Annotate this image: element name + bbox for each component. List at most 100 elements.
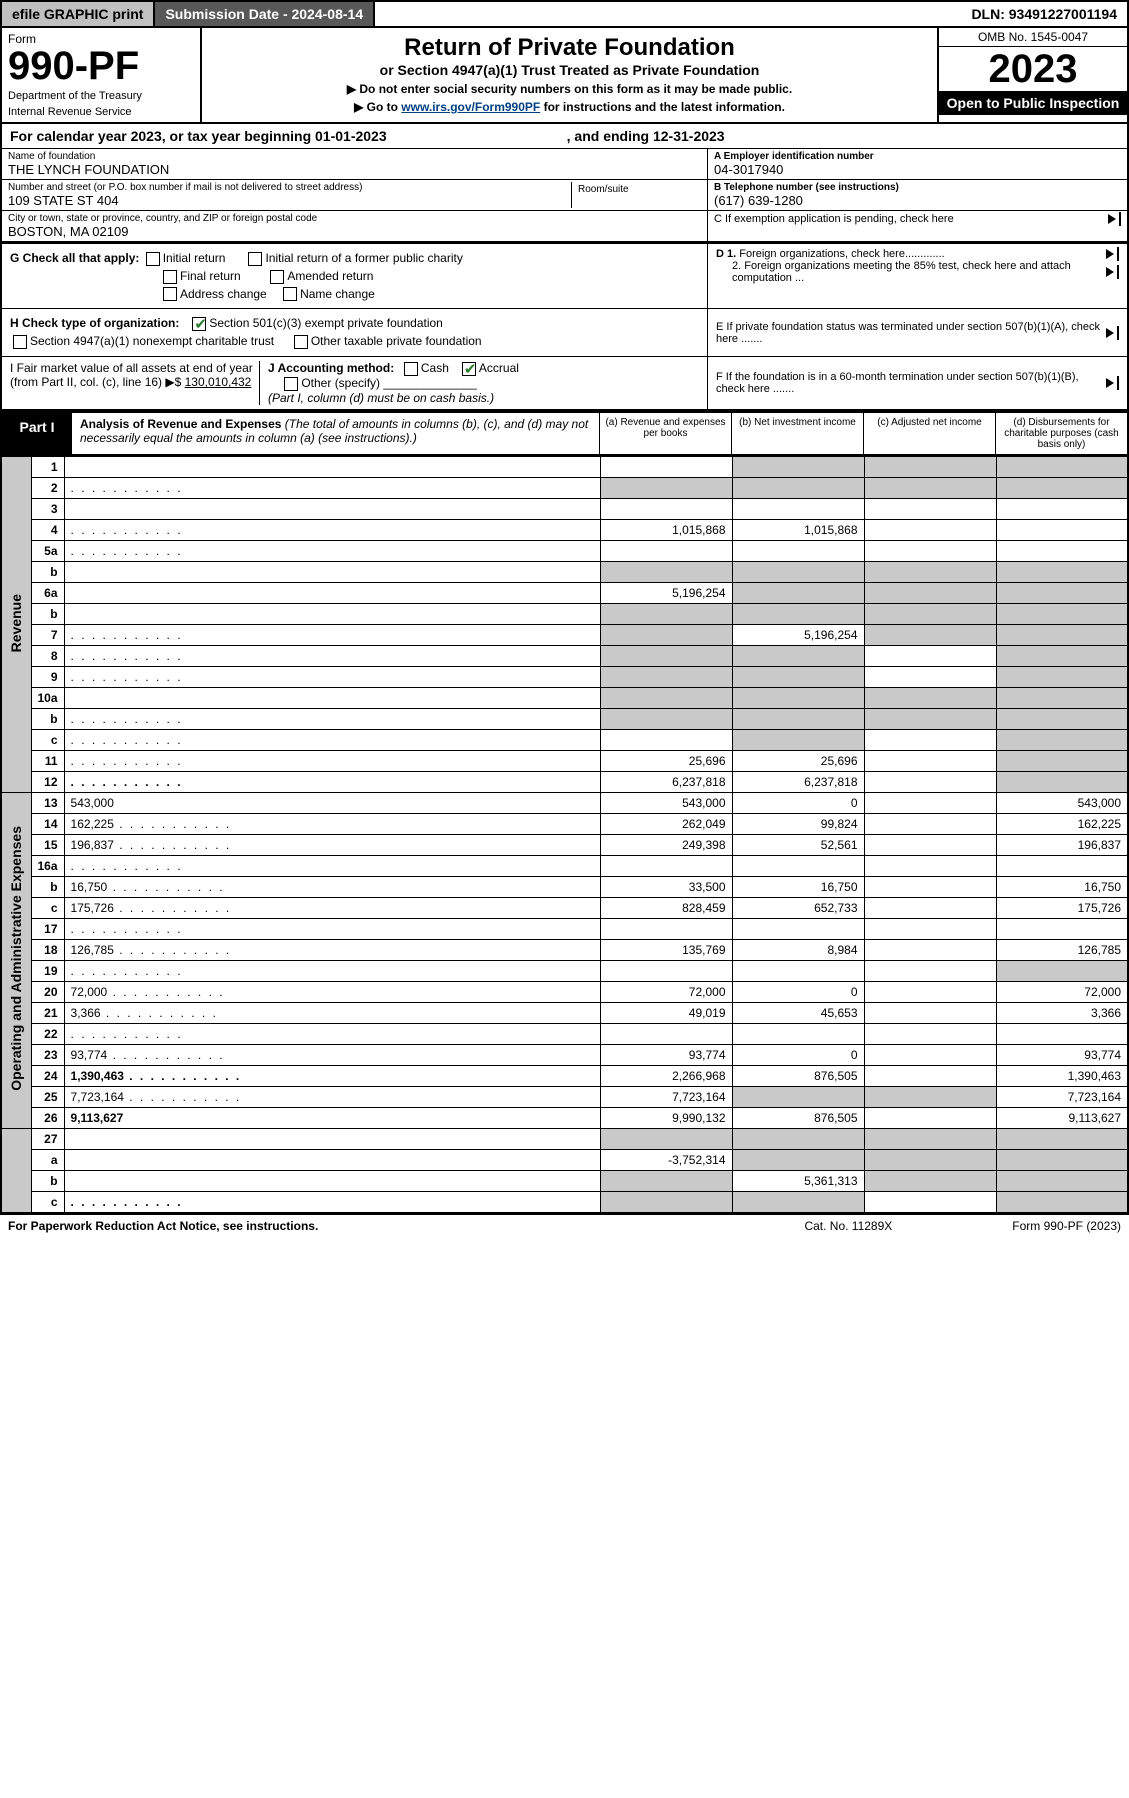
table-row: 5a — [1, 540, 1128, 561]
line-number: 10a — [31, 687, 64, 708]
c-checkbox[interactable] — [1119, 212, 1121, 226]
cell — [996, 519, 1128, 540]
j-label: J Accounting method: — [268, 361, 394, 375]
dln-label: DLN: 93491227001194 — [961, 2, 1127, 26]
year-box: OMB No. 1545-0047 2023 Open to Public In… — [937, 28, 1127, 122]
line-number: 11 — [31, 750, 64, 771]
section-label: Revenue — [1, 456, 31, 792]
dept-irs: Internal Revenue Service — [8, 106, 194, 118]
d2-row: 2. Foreign organizations meeting the 85%… — [716, 260, 1119, 284]
street-address: 109 STATE ST 404 — [8, 193, 571, 208]
line-desc — [64, 1191, 600, 1213]
phone-value: (617) 639-1280 — [714, 193, 1121, 208]
line-number: 17 — [31, 918, 64, 939]
table-row: 3 — [1, 498, 1128, 519]
line-desc — [64, 750, 600, 771]
h-other-check[interactable] — [294, 335, 308, 349]
table-row: Operating and Administrative Expenses135… — [1, 792, 1128, 813]
cell: 5,196,254 — [600, 582, 732, 603]
cell — [864, 645, 996, 666]
f-checkbox[interactable] — [1117, 376, 1119, 390]
cell: 0 — [732, 981, 864, 1002]
open-to-public: Open to Public Inspection — [939, 91, 1127, 115]
cell — [864, 603, 996, 624]
cell — [996, 708, 1128, 729]
j-cash-check[interactable] — [404, 362, 418, 376]
g-final-check[interactable] — [163, 270, 177, 284]
cell — [864, 960, 996, 981]
form-title: Return of Private Foundation — [212, 34, 927, 62]
cell — [732, 561, 864, 582]
line-desc — [64, 498, 600, 519]
cell — [864, 1002, 996, 1023]
cell: 196,837 — [996, 834, 1128, 855]
col-c-header: (c) Adjusted net income — [863, 413, 995, 454]
line-desc — [64, 771, 600, 792]
line-desc: 7,723,164 — [64, 1086, 600, 1107]
cell — [732, 960, 864, 981]
part1-table: Revenue12341,015,8681,015,8685ab6a5,196,… — [0, 456, 1129, 1214]
cell: 262,049 — [600, 813, 732, 834]
cell — [732, 477, 864, 498]
g-init-return-check[interactable] — [146, 252, 160, 266]
cell: 652,733 — [732, 897, 864, 918]
f-label: F If the foundation is in a 60-month ter… — [716, 371, 1103, 395]
d2-checkbox[interactable] — [1117, 265, 1119, 279]
cell — [996, 645, 1128, 666]
line-number: 5a — [31, 540, 64, 561]
line-desc — [64, 1170, 600, 1191]
part1-tab: Part I — [2, 413, 72, 454]
line-desc — [64, 666, 600, 687]
d1-checkbox[interactable] — [1117, 247, 1119, 261]
irs-link[interactable]: www.irs.gov/Form990PF — [401, 100, 540, 114]
cell: 7,723,164 — [600, 1086, 732, 1107]
phone-row: B Telephone number (see instructions) (6… — [708, 180, 1127, 211]
part1-title: Analysis of Revenue and Expenses — [80, 417, 281, 431]
cell: -3,752,314 — [600, 1149, 732, 1170]
cell: 72,000 — [600, 981, 732, 1002]
line-desc: 3,366 — [64, 1002, 600, 1023]
h-4947-check[interactable] — [13, 335, 27, 349]
d1-row: D 1. D 1. Foreign organizations, check h… — [716, 248, 1119, 260]
j-other-check[interactable] — [284, 377, 298, 391]
cell — [996, 561, 1128, 582]
table-row: 9 — [1, 666, 1128, 687]
line-desc — [64, 624, 600, 645]
line-desc: 16,750 — [64, 876, 600, 897]
instruction-1: ▶ Do not enter social security numbers o… — [212, 82, 927, 96]
line-desc — [64, 540, 600, 561]
cell — [600, 1170, 732, 1191]
g-addr-change-check[interactable] — [163, 287, 177, 301]
line-desc — [64, 582, 600, 603]
h-opt2: Section 4947(a)(1) nonexempt charitable … — [30, 334, 274, 348]
efile-button[interactable]: efile GRAPHIC print — [2, 2, 155, 26]
h-501c3-check[interactable] — [192, 317, 206, 331]
line-number: 13 — [31, 792, 64, 813]
cell — [864, 708, 996, 729]
cell: 1,015,868 — [600, 519, 732, 540]
cell — [996, 1170, 1128, 1191]
arrow-icon — [1106, 378, 1114, 388]
j-accrual: Accrual — [479, 361, 519, 375]
g-init-former-check[interactable] — [248, 252, 262, 266]
line-desc: 72,000 — [64, 981, 600, 1002]
cell: 828,459 — [600, 897, 732, 918]
g-name-change-check[interactable] — [283, 287, 297, 301]
e-checkbox[interactable] — [1117, 326, 1119, 340]
col-d-header: (d) Disbursements for charitable purpose… — [995, 413, 1127, 454]
line-desc — [64, 1023, 600, 1044]
cell: 0 — [732, 1044, 864, 1065]
cell — [732, 666, 864, 687]
instruction-2: ▶ Go to www.irs.gov/Form990PF for instru… — [212, 100, 927, 114]
tax-year: 2023 — [939, 47, 1127, 91]
ein-value: 04-3017940 — [714, 162, 1121, 177]
line-desc — [64, 1128, 600, 1149]
arrow-icon — [1108, 214, 1116, 224]
table-row: c175,726828,459652,733175,726 — [1, 897, 1128, 918]
cell — [996, 624, 1128, 645]
c-label: C If exemption application is pending, c… — [714, 213, 954, 225]
g-amended-check[interactable] — [270, 270, 284, 284]
line-number: b — [31, 561, 64, 582]
j-accrual-check[interactable] — [462, 362, 476, 376]
line-desc — [64, 687, 600, 708]
